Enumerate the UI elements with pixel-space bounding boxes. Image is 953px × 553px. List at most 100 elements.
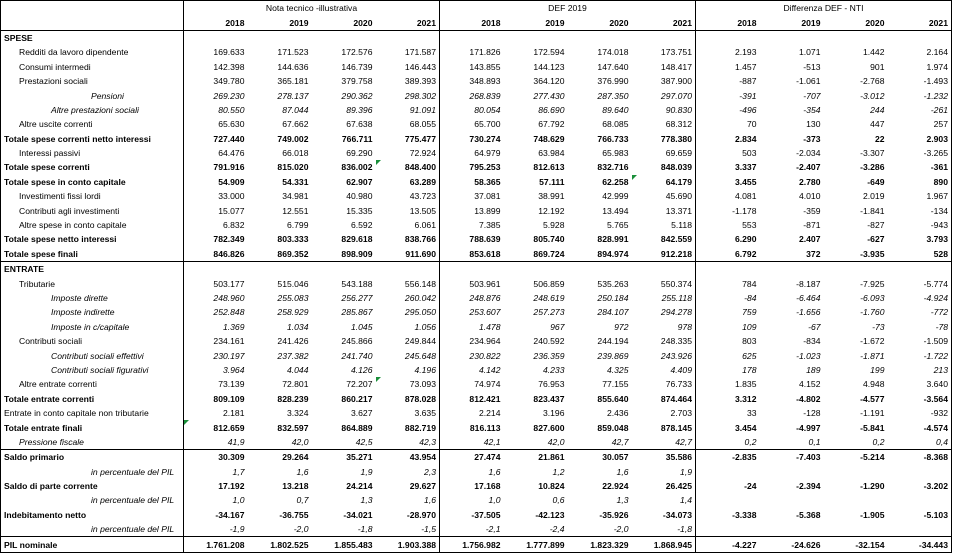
cell-nti: -34.167 (183, 507, 248, 523)
cell-nti: 30.309 (183, 449, 248, 465)
cell-diff: -1.191 (860, 408, 885, 419)
cell-nti: 230.197 (183, 348, 248, 363)
cell-def: 45.690 (665, 191, 692, 202)
cell-diff: -261 (887, 102, 952, 118)
cell-def: 5.928 (542, 220, 565, 231)
cell-nti (311, 29, 376, 46)
table-row: in percentuale del PIL 1,7 1,6 1,9 2,3 1,6 1,2… (0, 464, 952, 479)
table-row: Contributi agli investimenti 15.077 12.551… (0, 203, 952, 218)
table-row: Totale spese correnti 791.916 815.020 836.0… (0, 160, 952, 175)
table-row: SPESE (0, 29, 952, 46)
row-label: in percentuale del PIL (0, 522, 184, 537)
year-header: 2018 (695, 15, 760, 31)
cell-def: 26.425 (665, 481, 692, 492)
cell-diff: 0,4 (887, 434, 952, 450)
cell-diff: -1.493 (887, 73, 952, 89)
cell-def: 21.861 (503, 449, 568, 465)
cell-def: 236.359 (533, 350, 565, 361)
cell-diff: -943 (887, 217, 952, 233)
table-row: in percentuale del PIL -1,9 -2,0 -1,8 -1,5 -2… (0, 522, 952, 537)
cell-def: 65.700 (439, 117, 504, 132)
cell-def: 172.594 (533, 47, 565, 58)
row-label: Altre spese in conto capitale (0, 217, 184, 233)
cell-def: 173.751 (660, 47, 692, 58)
cell-def: 35.586 (631, 449, 696, 465)
cell-nti: 1,6 (424, 495, 436, 506)
cell-def: 76.733 (665, 379, 692, 390)
cell-diff: -772 (887, 305, 952, 320)
cell-nti: 249.844 (404, 336, 436, 347)
cell-def: 5.118 (671, 220, 692, 231)
row-label: Interessi passivi (0, 145, 184, 161)
row-label: Indebitamento netto (0, 507, 184, 523)
cell-diff: 3.793 (887, 232, 952, 247)
cell-def: 250.184 (597, 293, 629, 303)
cell-diff: -1.722 (887, 348, 952, 363)
cell-def: 240.592 (533, 336, 565, 347)
cell-nti: 1,3 (360, 495, 373, 506)
cell-nti: -28.970 (406, 509, 436, 520)
cell-nti: 15.077 (183, 203, 248, 218)
cell-def: 68.312 (665, 119, 692, 130)
cell-def: 1.868.945 (631, 536, 696, 553)
cell-def: -35.926 (599, 509, 629, 520)
cell-nti: 775.477 (404, 133, 436, 144)
cell-nti: 285.867 (341, 307, 373, 318)
cell-nti: 68.055 (409, 119, 436, 130)
cell-def: 503.961 (439, 276, 504, 291)
table-row: Contributi sociali figurativi 3.964 4.044 4… (0, 362, 952, 378)
cell-diff: -1.232 (887, 88, 952, 103)
table-row: Tributarie 503.177 515.046 543.188 556.148 50… (0, 276, 952, 291)
cell-def: 22.924 (602, 481, 629, 492)
cell-nti: 749.002 (277, 133, 309, 144)
cell-nti: 65.630 (183, 117, 248, 132)
cell-nti: 69.290 (346, 148, 373, 159)
cell-nti: 72.924 (409, 148, 436, 159)
cell-diff (887, 522, 952, 537)
cell-def: 1,2 (552, 466, 565, 477)
cell-diff: 0,2 (695, 434, 760, 450)
cell-nti: 62.907 (346, 176, 373, 187)
cell-nti: 15.335 (346, 205, 373, 216)
cell-nti: 64.476 (183, 145, 248, 161)
cell-diff: 22 (874, 133, 885, 144)
cell-def: 748.629 (533, 133, 565, 144)
cell-def: 76.953 (538, 379, 565, 390)
cell-nti: 6.592 (350, 220, 373, 231)
table-row: Contributi sociali 234.161 241.426 245.866 2… (0, 333, 952, 349)
cell-diff: 1.974 (887, 59, 952, 74)
cell-nti: 67.638 (346, 119, 373, 130)
cell-def: 859.048 (597, 422, 629, 433)
cell-def: 74.974 (439, 377, 504, 392)
cell-def: 1,0 (439, 493, 504, 508)
table-row: Pensioni 269.230 278.137 290.362 298.302 268.… (0, 88, 952, 103)
cell-nti: 171.523 (277, 47, 309, 58)
cell-def: 387.900 (660, 76, 692, 87)
cell-def: -2,1 (439, 522, 504, 537)
year-header: 2021 (631, 15, 696, 31)
cell-def: 42,7 (675, 436, 692, 447)
year-header: 2020 (823, 15, 888, 31)
cell-nti: 836.002 (341, 162, 373, 173)
row-label: Totale spese finali (0, 246, 184, 262)
cell-nti: 146.739 (341, 61, 373, 72)
table-row: Consumi intermedi 142.398 144.636 146.739 14… (0, 59, 952, 74)
cell-diff: -871 (803, 220, 821, 231)
table-row: Altre uscite correnti 65.630 67.662 67.638 6… (0, 117, 952, 132)
cell-def: -37.505 (439, 507, 504, 523)
cell-nti: -1,9 (183, 522, 248, 537)
cell-diff (695, 493, 760, 508)
cell-def: 64.179 (631, 174, 696, 189)
cell-nti: 6.061 (414, 220, 436, 231)
cell-diff: 70 (695, 117, 760, 132)
cell-diff: 1.457 (695, 59, 760, 74)
cell-nti: 832.597 (277, 422, 309, 433)
cell-diff: 0,2 (872, 436, 885, 447)
cell-diff: 3.337 (695, 160, 760, 175)
cell-diff: -7.403 (759, 449, 824, 465)
cell-def: 848.039 (660, 162, 692, 173)
table-row: Altre spese in conto capitale 6.832 6.799 6… (0, 217, 952, 233)
cell-nti: 2,3 (424, 466, 436, 477)
cell-def: 348.893 (439, 73, 504, 89)
cell-def: 869.724 (533, 248, 565, 259)
